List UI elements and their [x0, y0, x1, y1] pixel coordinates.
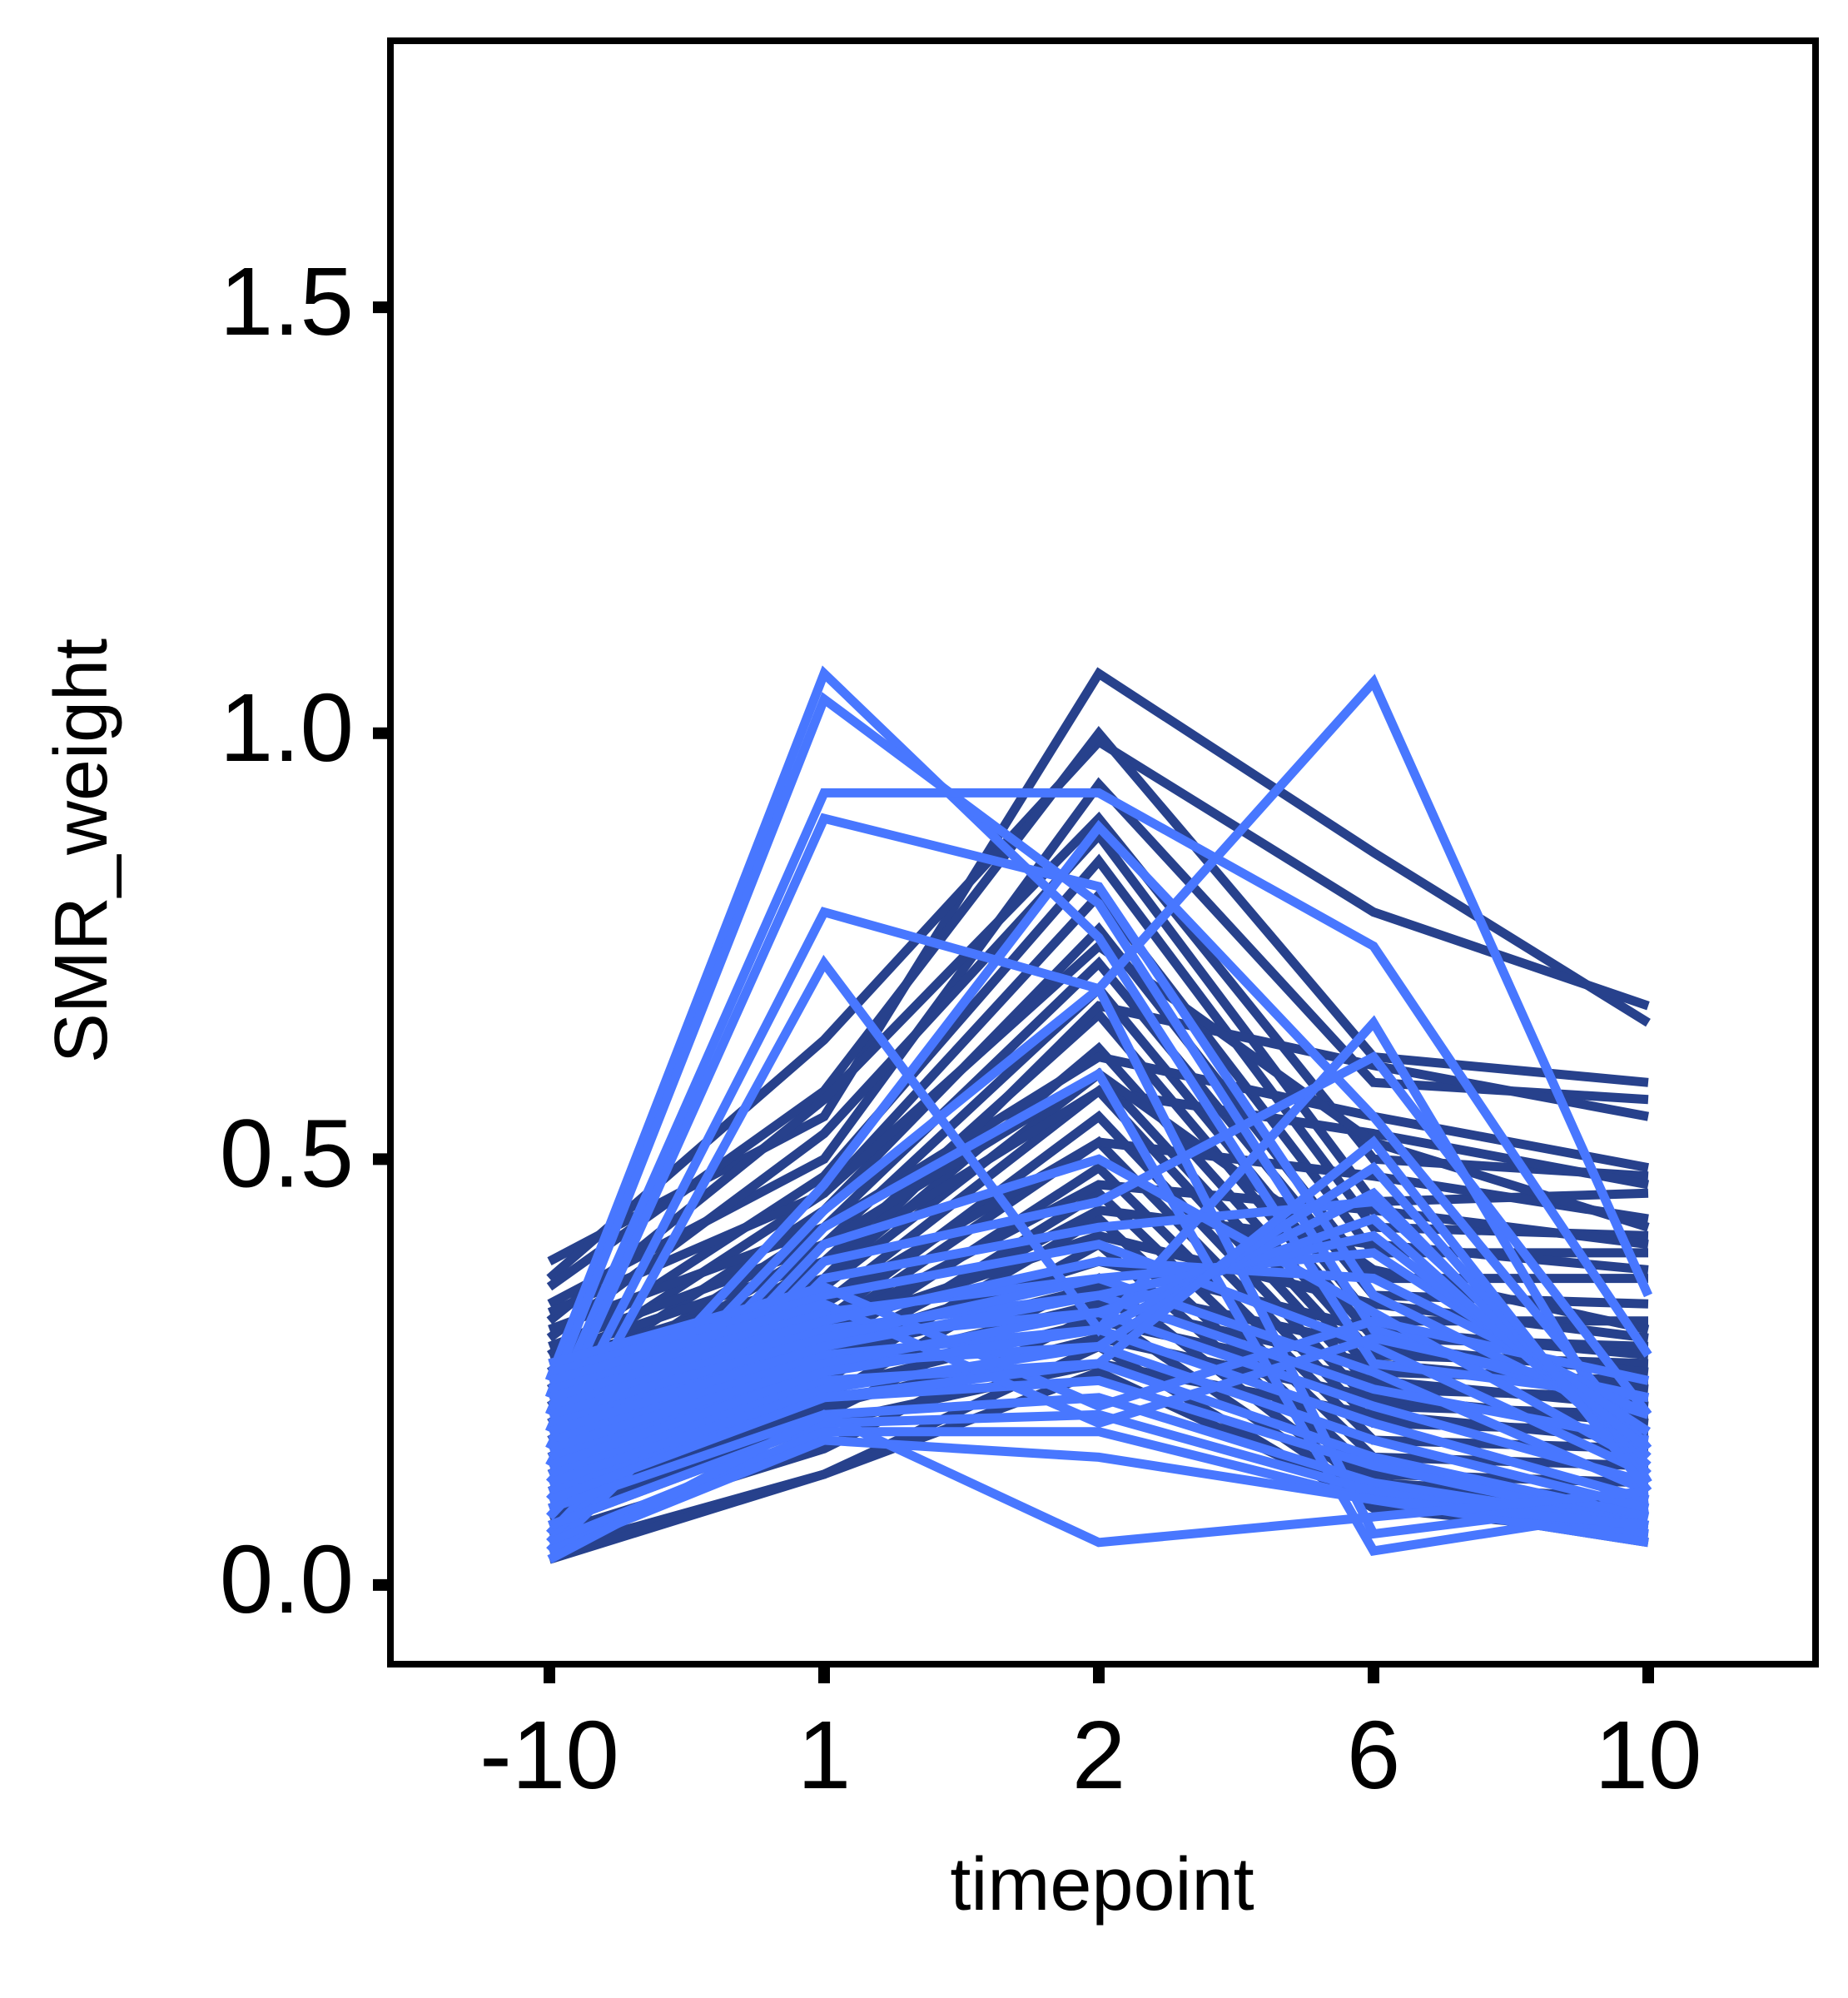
x-axis-title: timepoint — [950, 1843, 1254, 1926]
series-line-light-3 — [544, 788, 1652, 1417]
series-line-dark-5 — [546, 811, 1649, 1325]
series-line-light-33 — [548, 1161, 1652, 1488]
y-axis: 0.0 0.5 1.0 1.5 — [220, 247, 390, 1633]
x-tick-label: 2 — [1072, 1701, 1126, 1809]
series-line-dark-27 — [548, 1086, 1650, 1359]
series-line-light-23 — [547, 1427, 1649, 1548]
series-line-light-8 — [546, 982, 1649, 1539]
x-tick-label: 1 — [797, 1701, 852, 1809]
y-tick-label: 1.5 — [220, 247, 354, 355]
x-axis: -10 1 2 6 10 — [479, 1664, 1702, 1809]
series-line-dark-3 — [546, 726, 1649, 1291]
series-line-light-1 — [544, 665, 1649, 1403]
series-line-light-27 — [548, 1299, 1650, 1429]
series-line-dark-6 — [546, 828, 1649, 1342]
series-line-light-32 — [548, 1187, 1652, 1478]
series-line-dark-26 — [548, 1051, 1650, 1334]
series-line-light-31 — [548, 1213, 1652, 1469]
series-line-light-21 — [548, 1393, 1649, 1530]
series-line-light-34 — [548, 1136, 1652, 1504]
y-tick-label: 0.5 — [220, 1099, 354, 1207]
y-tick-label: 0.0 — [220, 1525, 354, 1633]
x-tick-label: 6 — [1347, 1701, 1401, 1809]
series-line-light-7 — [545, 819, 1652, 1486]
series-line-light-26 — [548, 1281, 1650, 1411]
series-line-light-25 — [547, 1409, 1649, 1564]
series-line-light-28 — [548, 1256, 1651, 1419]
series-line-dark-2 — [546, 735, 1650, 1282]
y-tick-label: 1.0 — [220, 673, 354, 782]
series-line-light-13 — [548, 1240, 1651, 1479]
x-tick-label: -10 — [479, 1701, 619, 1809]
series-line-dark-1 — [547, 667, 1651, 1265]
series-layer — [544, 665, 1653, 1564]
y-axis-title: SMR_weight — [40, 639, 123, 1063]
x-tick-label: 10 — [1594, 1701, 1701, 1809]
